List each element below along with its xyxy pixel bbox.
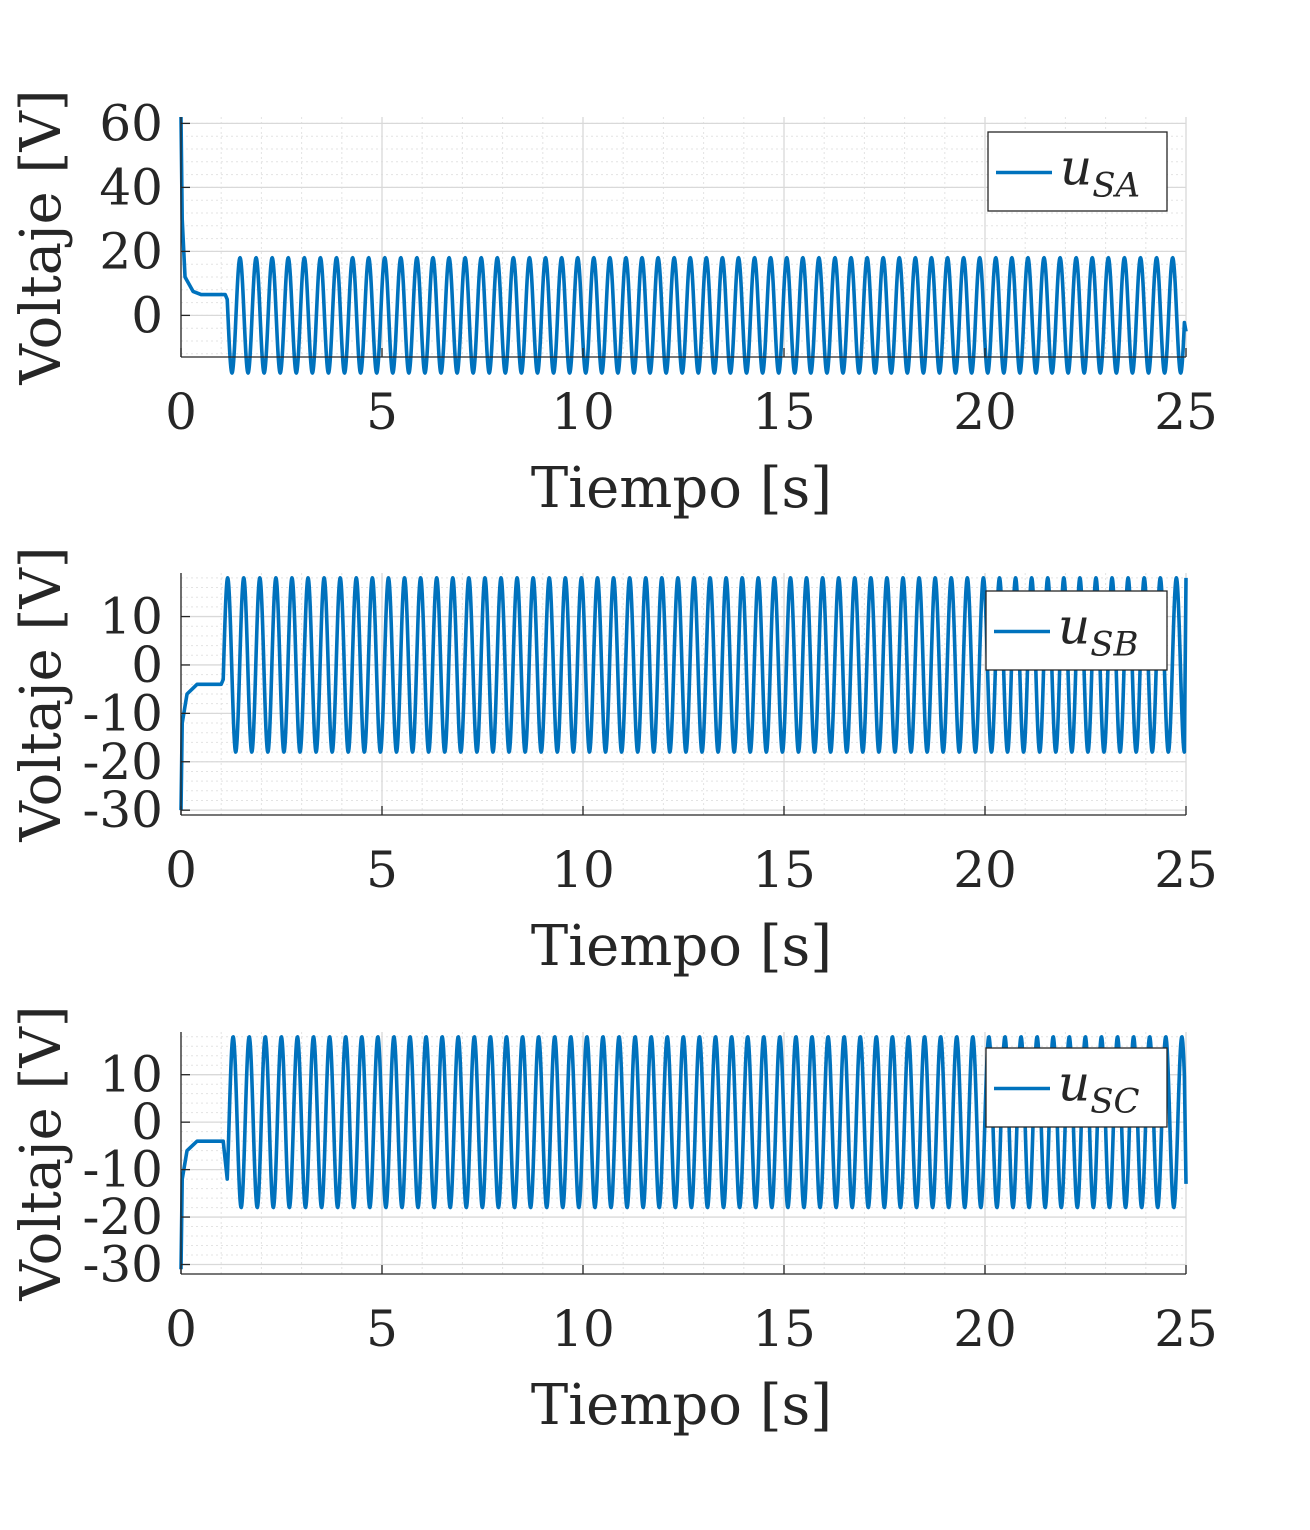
legend-label-subscript: SB (1090, 625, 1138, 665)
y-axis-label: Voltaje [V] (9, 1005, 74, 1301)
y-axis-label: Voltaje [V] (9, 89, 74, 385)
x-axis-label: Tiempo [s] (531, 1373, 832, 1438)
x-tick-label: 5 (366, 1300, 398, 1358)
legend: uSB (985, 590, 1168, 671)
x-tick-label: 25 (1154, 1300, 1218, 1358)
y-tick-label: 10 (99, 1046, 163, 1104)
y-tick-label: -20 (82, 1188, 163, 1246)
x-tick-label: 20 (953, 383, 1017, 441)
x-tick-label: 20 (953, 1300, 1017, 1358)
x-tick-label: 25 (1154, 383, 1218, 441)
legend-label-subscript: SA (1092, 166, 1140, 206)
series-line-sa (179, 116, 1188, 375)
series-line-sb (179, 576, 1188, 811)
x-tick-label: 10 (551, 1300, 615, 1358)
x-tick-label: 0 (165, 841, 197, 899)
y-tick-label: -20 (82, 733, 163, 791)
legend: uSA (987, 131, 1168, 212)
x-tick-label: 0 (165, 1300, 197, 1358)
y-tick-label: -10 (82, 1141, 163, 1199)
x-tick-label: 5 (366, 383, 398, 441)
x-tick-label: 10 (551, 841, 615, 899)
x-tick-label: 0 (165, 383, 197, 441)
x-tick-label: 20 (953, 841, 1017, 899)
y-tick-label: 0 (131, 1093, 163, 1151)
legend: uSC (985, 1047, 1168, 1128)
y-tick-label: -10 (82, 684, 163, 742)
y-tick-label: -30 (82, 1236, 163, 1294)
x-tick-label: 25 (1154, 841, 1218, 899)
x-tick-label: 10 (551, 383, 615, 441)
x-tick-label: 5 (366, 841, 398, 899)
y-tick-label: 60 (99, 94, 163, 152)
y-tick-label: 0 (131, 286, 163, 344)
y-tick-label: 40 (99, 158, 163, 216)
y-tick-label: 0 (131, 636, 163, 694)
subplot-1: 0 5 10 15 20 25 0 20 40 60 Tiempo [s] Voltaje [V] uS… (9, 89, 1218, 521)
y-tick-label: 10 (99, 588, 163, 646)
x-axis-label: Tiempo [s] (531, 914, 832, 979)
x-axis-label: Tiempo [s] (531, 456, 832, 521)
x-tick-label: 15 (752, 1300, 816, 1358)
x-tick-label: 15 (752, 383, 816, 441)
x-tick-label: 15 (752, 841, 816, 899)
y-axis-label: Voltaje [V] (9, 546, 74, 842)
y-tick-label: 20 (99, 222, 163, 280)
y-tick-label: -30 (82, 781, 163, 839)
legend-label-subscript: SC (1090, 1082, 1139, 1122)
